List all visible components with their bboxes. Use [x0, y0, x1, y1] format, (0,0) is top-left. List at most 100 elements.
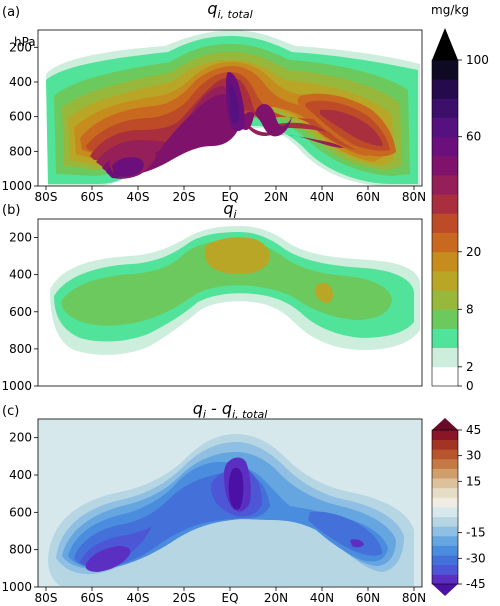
panel-b-contour-12b [314, 283, 333, 303]
xtick-label: 60S [81, 591, 104, 605]
colorbar-top-swatch [432, 213, 458, 233]
colorbar-top-swatch [432, 270, 458, 291]
panel-b-label: (b) [2, 203, 20, 218]
panel-b-title: qi [223, 199, 236, 221]
colorbar-bottom-extension-min [432, 584, 458, 596]
xtick-label: 60S [81, 190, 104, 204]
ytick-label: 800 [9, 144, 32, 158]
colorbar-unit-label: mg/kg [431, 3, 469, 17]
colorbar-bottom-swatch [432, 449, 458, 460]
colorbar-bottom-swatch [432, 535, 458, 546]
colorbar-top-tick-label: 100 [466, 53, 489, 67]
panel-c-label: (c) [2, 404, 19, 419]
colorbar-top-extension [432, 28, 458, 60]
colorbar-bottom-ticks: 45 30 15 -15 -30 -45 [458, 423, 486, 591]
xtick-label: EQ [221, 190, 238, 204]
colorbar-bottom-swatch [432, 545, 458, 556]
colorbar-top-tick-label: 20 [466, 245, 481, 259]
colorbar-top-swatch [432, 175, 458, 195]
colorbar-top-swatch [432, 117, 458, 138]
colorbar-top-swatch [432, 366, 458, 387]
panel-a-contour-36 [90, 77, 356, 162]
colorbar-top-ticks: 0 2 8 20 60 100 [458, 53, 489, 393]
colorbar-bottom-tick-label: 15 [466, 474, 481, 488]
panel-c-contour-neg40 [85, 546, 131, 572]
xtick-label: EQ [221, 591, 238, 605]
panel-a-yaxis-unit: hPa [14, 35, 36, 49]
colorbar-bottom-swatch [432, 574, 458, 585]
ytick-label: 600 [9, 110, 32, 124]
xtick-label: 20N [264, 591, 288, 605]
colorbar-bottom-swatch [432, 458, 458, 469]
colorbar-top-swatch [432, 60, 458, 80]
panel-b-field [50, 226, 420, 355]
ytick-label: 600 [9, 305, 32, 319]
xtick-label: 60N [356, 190, 380, 204]
colorbar-top-swatch [432, 347, 458, 368]
colorbar-bottom-tick-label: 30 [466, 449, 481, 463]
panel-c-xaxis: 80S 60S 40S 20S EQ 20N 40N 60N 80N [35, 587, 426, 605]
colorbar-top: mg/kg 0 2 8 20 60 100 [431, 3, 489, 393]
colorbar-bottom-swatches [431, 418, 459, 596]
ytick-label: 200 [9, 231, 32, 245]
colorbar-top-outline [431, 59, 459, 387]
xtick-label: 20S [173, 591, 196, 605]
colorbar-top-swatches [431, 28, 459, 387]
ytick-label: 1000 [1, 580, 32, 594]
panel-a-xaxis: 80S 60S 40S 20S EQ 20N 40N 60N 80N [35, 186, 426, 204]
colorbar-bottom-extension-max [432, 418, 458, 430]
panel-b-yaxis: 200 400 600 800 1000 [1, 231, 38, 393]
xtick-label: 80N [402, 190, 426, 204]
colorbar-top-swatch [432, 155, 458, 176]
colorbar-top-swatch [432, 251, 458, 272]
colorbar-bottom-swatch [432, 487, 458, 498]
xtick-label: 40N [310, 591, 334, 605]
xtick-label: 80S [35, 591, 58, 605]
ytick-label: 1000 [1, 379, 32, 393]
panel-b-contour-12 [204, 237, 270, 274]
xtick-label: 20S [173, 190, 196, 204]
ytick-label: 400 [9, 468, 32, 482]
colorbar-bottom-swatch [432, 468, 458, 479]
colorbar-bottom-swatch [432, 478, 458, 489]
colorbar-top-swatch [432, 232, 458, 253]
colorbar-top-swatch [432, 309, 458, 329]
colorbar-bottom-swatch [432, 430, 458, 441]
xtick-label: 40S [127, 591, 150, 605]
panel-a-title: qi, total [207, 0, 252, 21]
colorbar-top-swatch [432, 194, 458, 214]
ytick-label: 400 [9, 268, 32, 282]
ytick-label: 200 [9, 431, 32, 445]
panel-c: (c) qi - qi, total 200 400 600 800 1000 80S 6… [1, 399, 426, 605]
panel-c-yaxis: 200 400 600 800 1000 [1, 431, 38, 594]
colorbar-bottom-swatch [432, 564, 458, 575]
panel-c-contour-neg40n [350, 539, 364, 548]
colorbar-bottom-tick-label: -30 [466, 551, 486, 565]
colorbar-top-swatch [432, 136, 458, 157]
ytick-label: 800 [9, 342, 32, 356]
colorbar-bottom-outline [431, 429, 459, 585]
colorbar-bottom: 45 30 15 -15 -30 -45 [431, 418, 486, 596]
panel-b-contour-8 [61, 240, 393, 326]
colorbar-top-tick-label: 60 [466, 130, 481, 144]
panel-b: (b) qi 200 400 600 800 1000 [1, 199, 423, 393]
panel-a-contour-42 [96, 86, 344, 170]
colorbar-bottom-tick-label: -15 [466, 526, 486, 540]
colorbar-top-tick-label: 8 [466, 302, 474, 316]
colorbar-top-swatch [432, 98, 458, 118]
panel-c-title: qi - qi, total [193, 399, 268, 421]
panel-a: (a) qi, total hPa 200 400 600 800 1000 [1, 0, 426, 204]
xtick-label: 20N [264, 190, 288, 204]
colorbar-bottom-tick-label: -45 [466, 577, 486, 591]
colorbar-bottom-swatch [432, 555, 458, 566]
colorbar-top-swatch [432, 290, 458, 310]
xtick-label: 40N [310, 190, 334, 204]
xtick-label: 80N [402, 591, 426, 605]
ytick-label: 1000 [1, 179, 32, 193]
panel-a-contour-south-60 [112, 157, 144, 177]
panel-b-frame [37, 218, 423, 387]
ytick-label: 200 [9, 40, 32, 54]
colorbar-top-tick-label: 0 [466, 379, 474, 393]
panel-c-field [38, 419, 422, 587]
